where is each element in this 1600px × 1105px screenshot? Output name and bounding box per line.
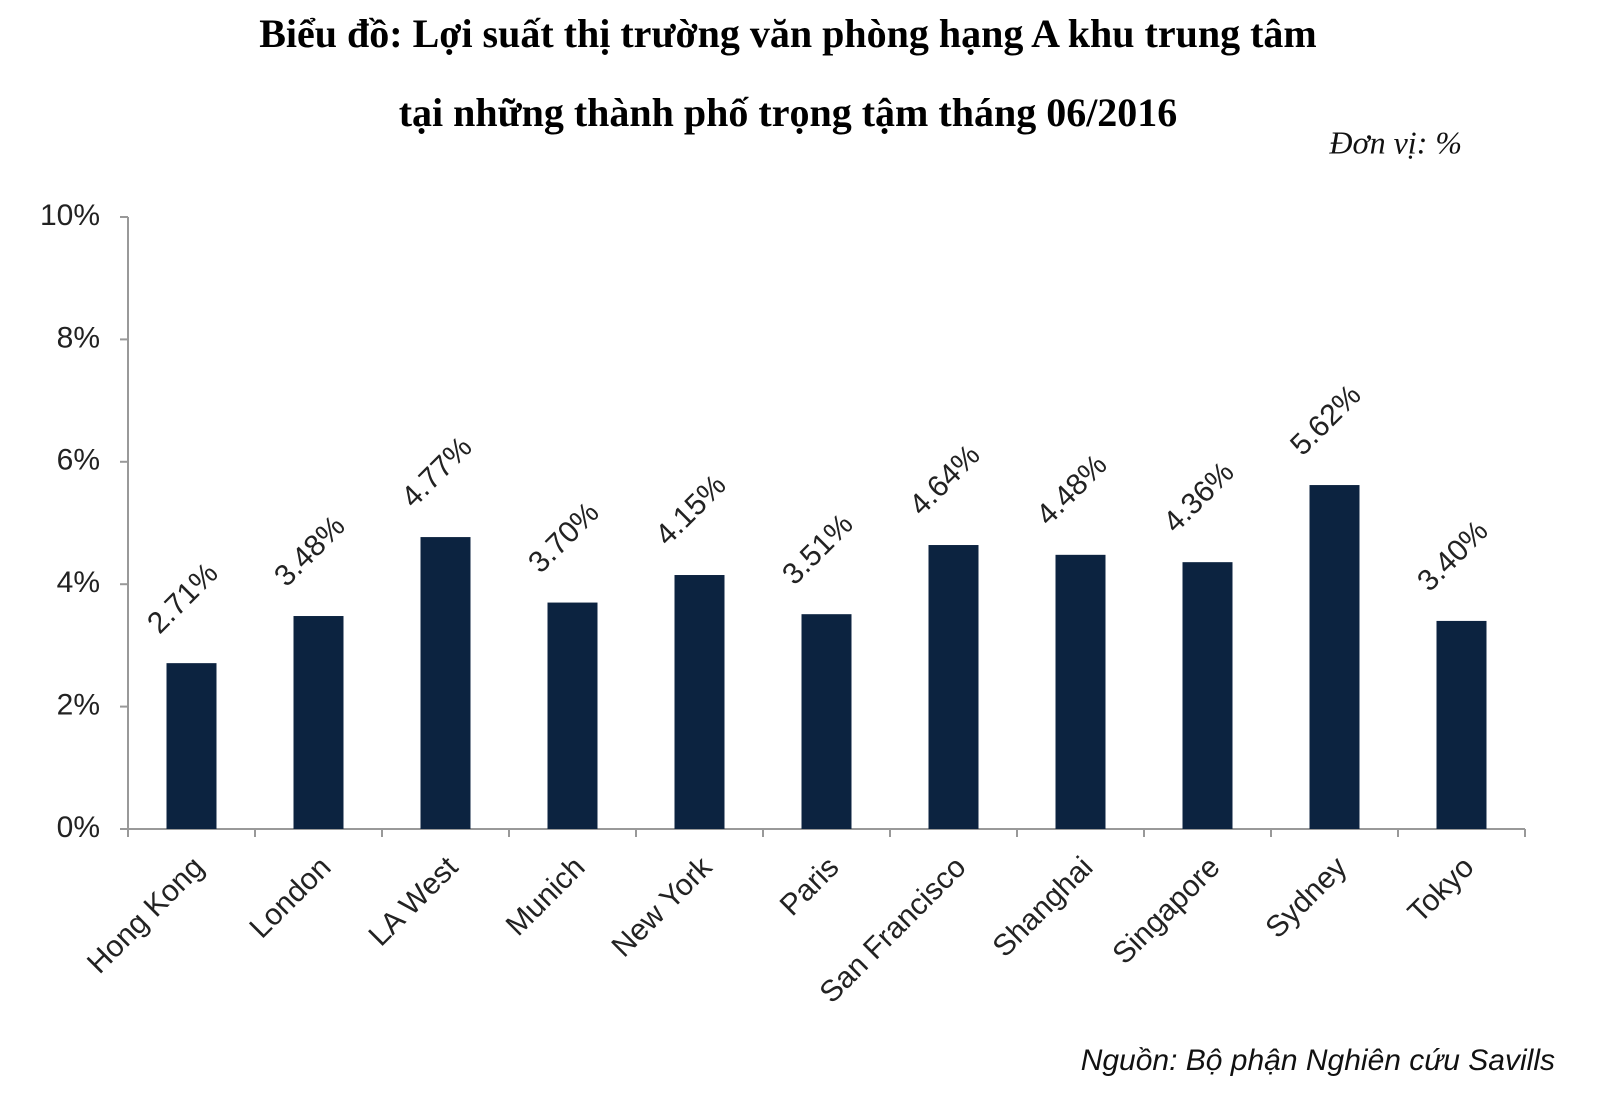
x-tick-label: Paris: [774, 851, 846, 923]
value-label: 4.48%: [1030, 448, 1113, 531]
value-label: 3.40%: [1411, 514, 1494, 597]
value-label: 3.51%: [776, 508, 859, 591]
bar: [1182, 562, 1233, 829]
value-label: 4.36%: [1157, 456, 1240, 539]
bar: [293, 616, 344, 829]
source-note: Nguồn: Bộ phận Nghiên cứu Savills: [1081, 1044, 1555, 1077]
value-label: 3.48%: [268, 509, 351, 592]
bar: [801, 614, 852, 829]
chart-title: tại những thành phố trọng tậm tháng 06/2…: [399, 90, 1178, 135]
bar: [674, 575, 725, 829]
bar: [166, 663, 217, 829]
y-tick-label: 2%: [57, 689, 100, 722]
bar: [420, 537, 471, 829]
x-tick-label: Hong Kong: [81, 851, 210, 980]
y-tick-label: 0%: [57, 811, 100, 844]
value-label: 5.62%: [1284, 379, 1367, 462]
bar: [1436, 620, 1487, 829]
y-tick-label: 4%: [57, 566, 100, 599]
y-tick-label: 6%: [57, 444, 100, 477]
value-label: 4.15%: [649, 468, 732, 551]
bar: [928, 545, 979, 829]
value-label: 2.71%: [141, 557, 224, 640]
y-tick-label: 8%: [57, 321, 100, 354]
value-label: 4.64%: [903, 438, 986, 521]
chart-title: Biểu đồ: Lợi suất thị trường văn phòng h…: [259, 11, 1316, 56]
x-tick-label: Tokyo: [1402, 851, 1481, 930]
bar: [547, 602, 598, 829]
x-tick-label: London: [243, 851, 337, 945]
y-tick-label: 10%: [40, 199, 100, 232]
x-tick-label: LA West: [363, 850, 465, 952]
bar: [1055, 554, 1106, 829]
x-tick-label: Sydney: [1259, 851, 1353, 945]
bar: [1309, 485, 1360, 829]
value-label: 4.77%: [395, 431, 478, 514]
x-tick-label: Munich: [500, 851, 592, 943]
unit-note: Đơn vị: %: [1328, 124, 1462, 160]
x-tick-label: New York: [605, 850, 719, 964]
value-label: 3.70%: [522, 496, 605, 579]
x-tick-label: Singapore: [1106, 851, 1226, 971]
x-tick-label: Shanghai: [986, 851, 1099, 964]
